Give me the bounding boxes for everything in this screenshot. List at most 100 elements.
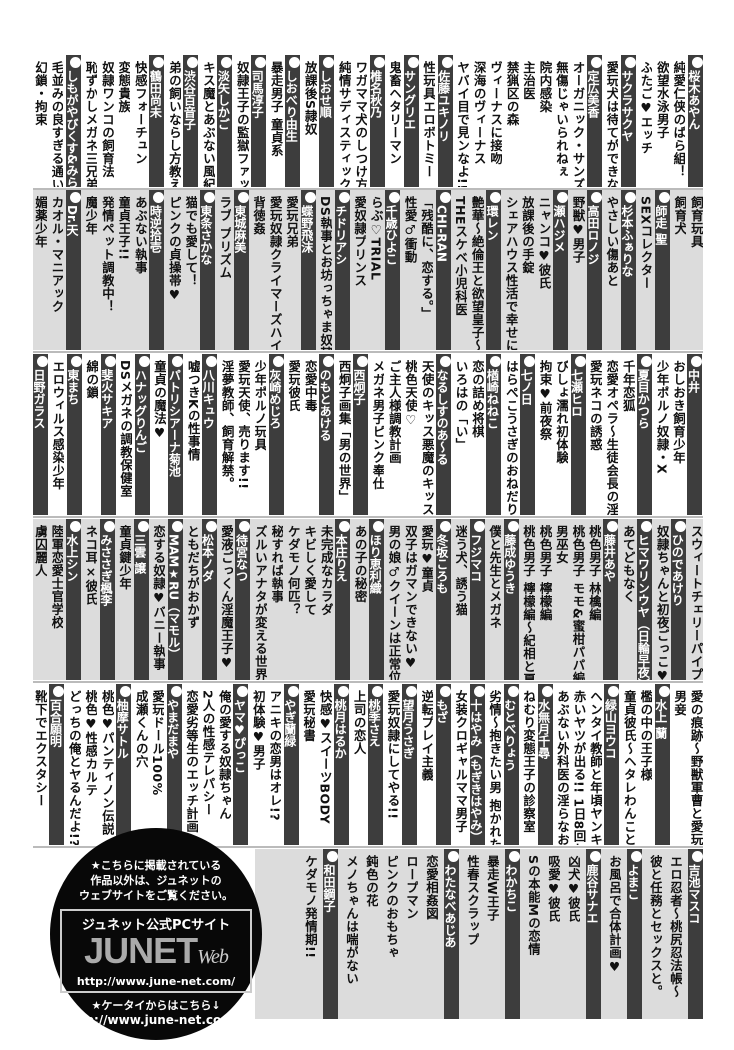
book-title: 奴隷ワンコの飼育法: [99, 61, 114, 178]
author-bar: みささぎ楓李: [99, 519, 115, 680]
ad-note-line: ウェブサイトをご覧ください。: [79, 889, 233, 902]
book-title: ともだちがおかず: [185, 525, 200, 629]
book-title: 鈍色の花: [364, 855, 378, 907]
book-title: 桃色♥パンティノン伝説: [99, 690, 114, 836]
author-name: 水上シン: [65, 534, 79, 582]
author-bar: 楢崎ねねこ: [486, 354, 502, 515]
author-bar: パトリシアーナ菊池: [168, 354, 184, 515]
book-title: 放課後の手錠: [520, 196, 535, 274]
book-title: 男巫女: [554, 525, 569, 564]
author-bar: 水上 蘭: [654, 684, 670, 845]
book-title: 愛玩奴隷クライマーズハイ！: [267, 196, 282, 350]
author-bar: 斐火サキア: [100, 354, 116, 515]
book-title: 僕と先生とメガネ: [487, 525, 502, 629]
author-name: 藤成ゆうき: [503, 534, 517, 594]
book-title: 靴下でエクスタシー: [33, 690, 47, 807]
author-name: 鹿谷サナエ: [586, 864, 599, 924]
author-name: サクラサクヤ: [620, 70, 634, 142]
book-title: 桃色男子 モモ&蜜柑パパ編: [570, 525, 585, 680]
bullet-circle-icon: [624, 57, 636, 68]
book-title: どっちの俺とヤるんだよ!?: [66, 690, 81, 845]
author-bar: 灰崎めじろ: [268, 354, 284, 515]
author-name: むとべりょう: [503, 699, 517, 771]
author-bar: しおべり由生: [285, 55, 301, 187]
book-title: DSメガネの調教保健室: [118, 360, 133, 498]
band-divider: [33, 188, 703, 190]
bullet-circle-icon: [541, 686, 553, 697]
ad-note: ★こちらに掲載されている 作品以外は、ジュネットの ウェブサイトをご覧ください。: [50, 858, 262, 903]
bullet-circle-icon: [37, 356, 48, 367]
book-title: キス魔とあぶない風紀委員: [200, 61, 215, 187]
author-name: サングリエ: [403, 70, 417, 130]
book-title: あぶない執事: [132, 196, 147, 274]
author-bar: わかちこ: [505, 849, 520, 1019]
author-name: 和田鋼子: [323, 864, 336, 912]
bullet-circle-icon: [641, 356, 653, 367]
bullet-circle-icon: [574, 356, 586, 367]
author-bar: 吉池マスコ: [688, 849, 703, 1019]
author-bar: 西炯子: [353, 354, 369, 515]
book-title: 「残酷に、恋する。」: [419, 196, 434, 320]
author-name: 鶴田尚未: [149, 70, 163, 118]
book-title: 性玩具エロボトミー: [421, 61, 436, 178]
bullet-circle-icon: [624, 192, 636, 203]
book-title: 発情ペット調教中！: [99, 196, 114, 313]
book-title: 毛並みの良すぎる通い猫: [49, 61, 64, 187]
author-name: MAM★RU（マモル）: [167, 534, 181, 661]
author-bar: のもとあける: [319, 354, 335, 515]
author-name: 千歳ひよこ: [385, 205, 399, 265]
book-title: 弟の飼いならし方教えます!!: [166, 61, 181, 187]
book-title: THEスケベ小児科医: [453, 196, 468, 317]
mobile-label: ★ケータイからはこちら↓: [91, 999, 221, 1012]
bullet-circle-icon: [473, 521, 485, 532]
author-bar: 和田鋼子: [323, 849, 338, 1019]
author-bar: 桜木あやん: [687, 55, 703, 187]
book-title: 男の娘♂クイーンは正常位がニガテ!?: [386, 525, 401, 680]
author-bar: もざ: [435, 684, 451, 845]
author-bar: 十はやみ（もぎきはやみ）: [469, 684, 485, 845]
bullet-circle-icon: [170, 686, 182, 697]
author-bar: 桃季さえ: [368, 684, 384, 845]
author-name: 佐藤ユキノリ: [437, 70, 451, 142]
author-name: 渋谷百音子: [183, 70, 197, 130]
book-title: 魔少年: [83, 196, 98, 235]
book-title: 初体験♥男子: [250, 690, 265, 771]
author-name: 桃月はるか: [334, 699, 348, 759]
author-bar: ヒマワリンウヤ（日輪早夜）: [637, 519, 653, 680]
book-title: 桃色♥性感カルテ: [83, 690, 98, 797]
book-title: 男妾: [672, 690, 687, 716]
bullet-circle-icon: [439, 686, 451, 697]
author-bar: むとべりょう: [503, 684, 519, 845]
author-bar: ひのであけり: [671, 519, 687, 680]
book-title: 禁猟区の森: [504, 61, 519, 126]
author-name: Dr.天: [65, 205, 79, 236]
book-title: 性愛♂衝動: [402, 196, 417, 264]
bullet-circle-icon: [373, 521, 385, 532]
bullet-circle-icon: [692, 851, 703, 862]
book-title: お風呂で合体計画♥: [607, 855, 621, 975]
book-title: 愛玩彼氏: [286, 360, 301, 412]
book-title: 媚薬少年: [33, 196, 47, 248]
bullet-circle-icon: [524, 356, 536, 367]
book-title: 背徳姦: [251, 196, 266, 235]
bullet-circle-icon: [304, 192, 316, 203]
book-title: やさしい傷あと: [604, 196, 619, 287]
author-name: 淡矢しかご: [217, 70, 231, 130]
book-title: ヘンタイ教師と年頃ヤンキー 指導の心得: [587, 690, 602, 845]
bullet-circle-icon: [658, 686, 670, 697]
book-title: はらぺこうさぎのおねだり: [503, 360, 518, 515]
author-bar: 八川キュウ: [202, 354, 218, 515]
bullet-circle-icon: [507, 686, 519, 697]
bullet-circle-icon: [490, 356, 502, 367]
author-bar: 高田ロノジ: [586, 190, 602, 350]
ad-note-line: ★こちらに掲載されている: [90, 859, 222, 872]
author-name: 三雲 譲: [133, 534, 147, 575]
book-title: 恋愛相姦図: [424, 855, 438, 920]
author-name: 高田ロノジ: [586, 205, 600, 265]
band-divider: [33, 681, 703, 683]
book-title: 虜囚麗人: [33, 525, 47, 577]
author-name: 夏目かつら: [637, 369, 651, 429]
book-title: 恋愛中毒: [302, 360, 317, 412]
book-title: 奴隷王子の監獄ファック!!: [234, 61, 249, 187]
book-title: 院内感染: [537, 61, 552, 113]
